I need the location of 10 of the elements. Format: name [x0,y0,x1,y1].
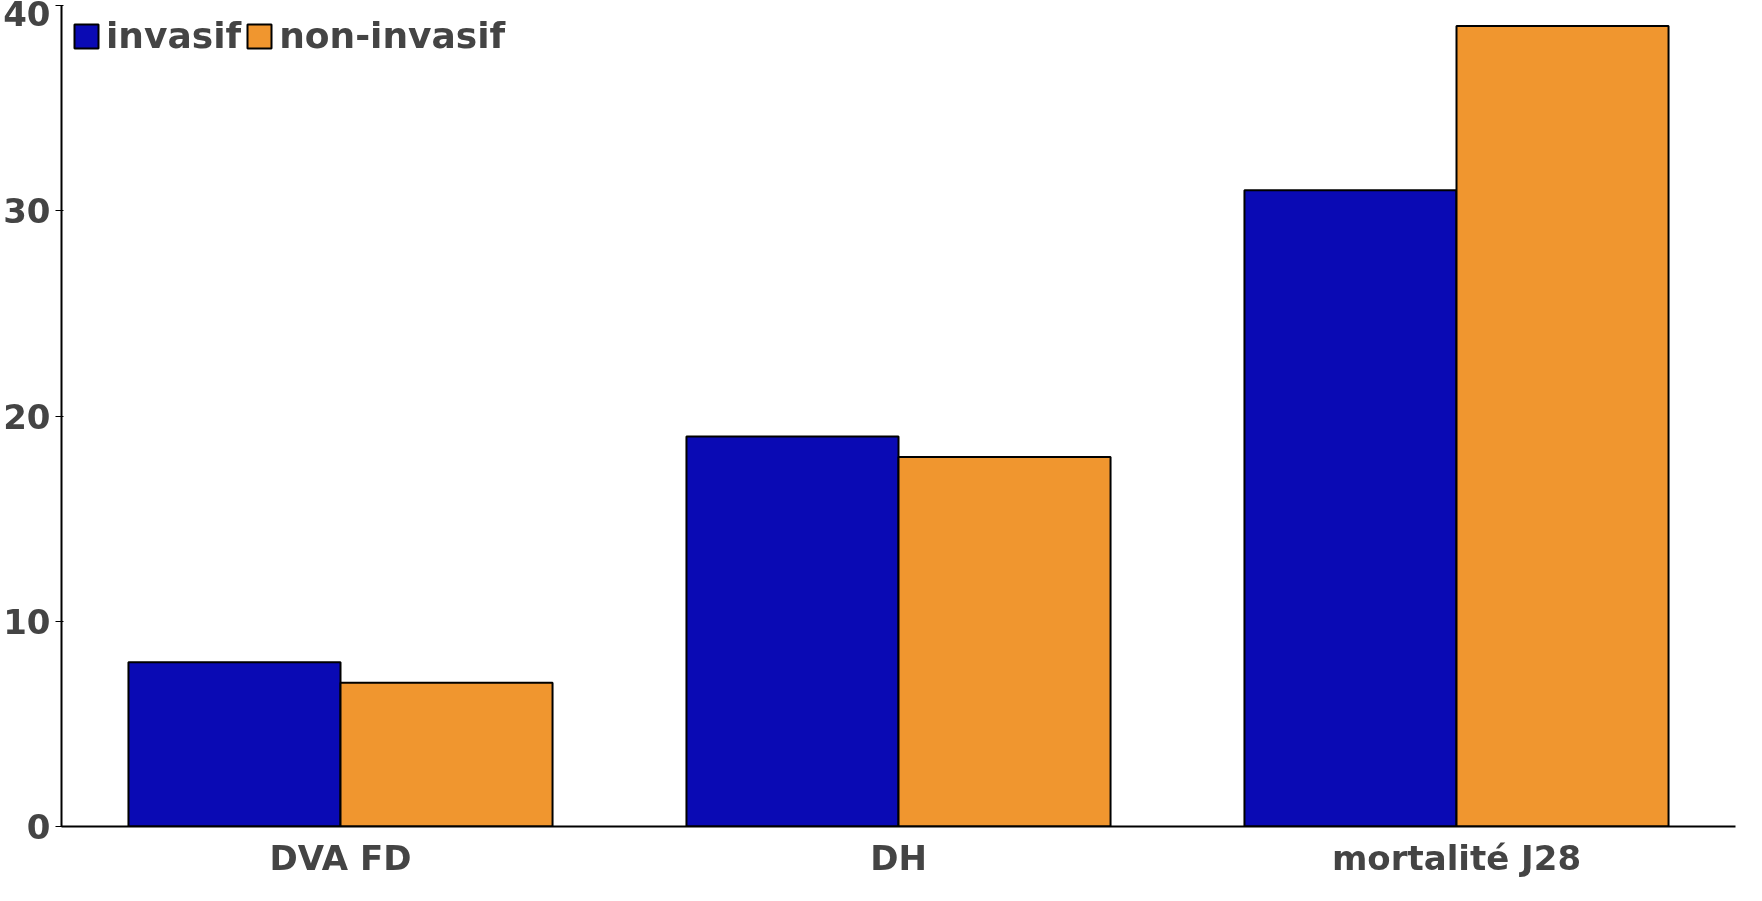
x-tick-label: DH [870,837,927,878]
y-tick-label: 40 [3,0,51,34]
y-tick-label: 10 [3,601,51,642]
legend-label: non-invasif [279,15,506,56]
y-tick-label: 20 [3,396,51,437]
legend-label: invasif [106,15,242,56]
x-tick-label: DVA FD [269,837,412,878]
y-tick-label: 30 [3,191,51,232]
x-tick-label: mortalité J28 [1331,837,1582,878]
y-tick-label: 0 [26,807,51,847]
